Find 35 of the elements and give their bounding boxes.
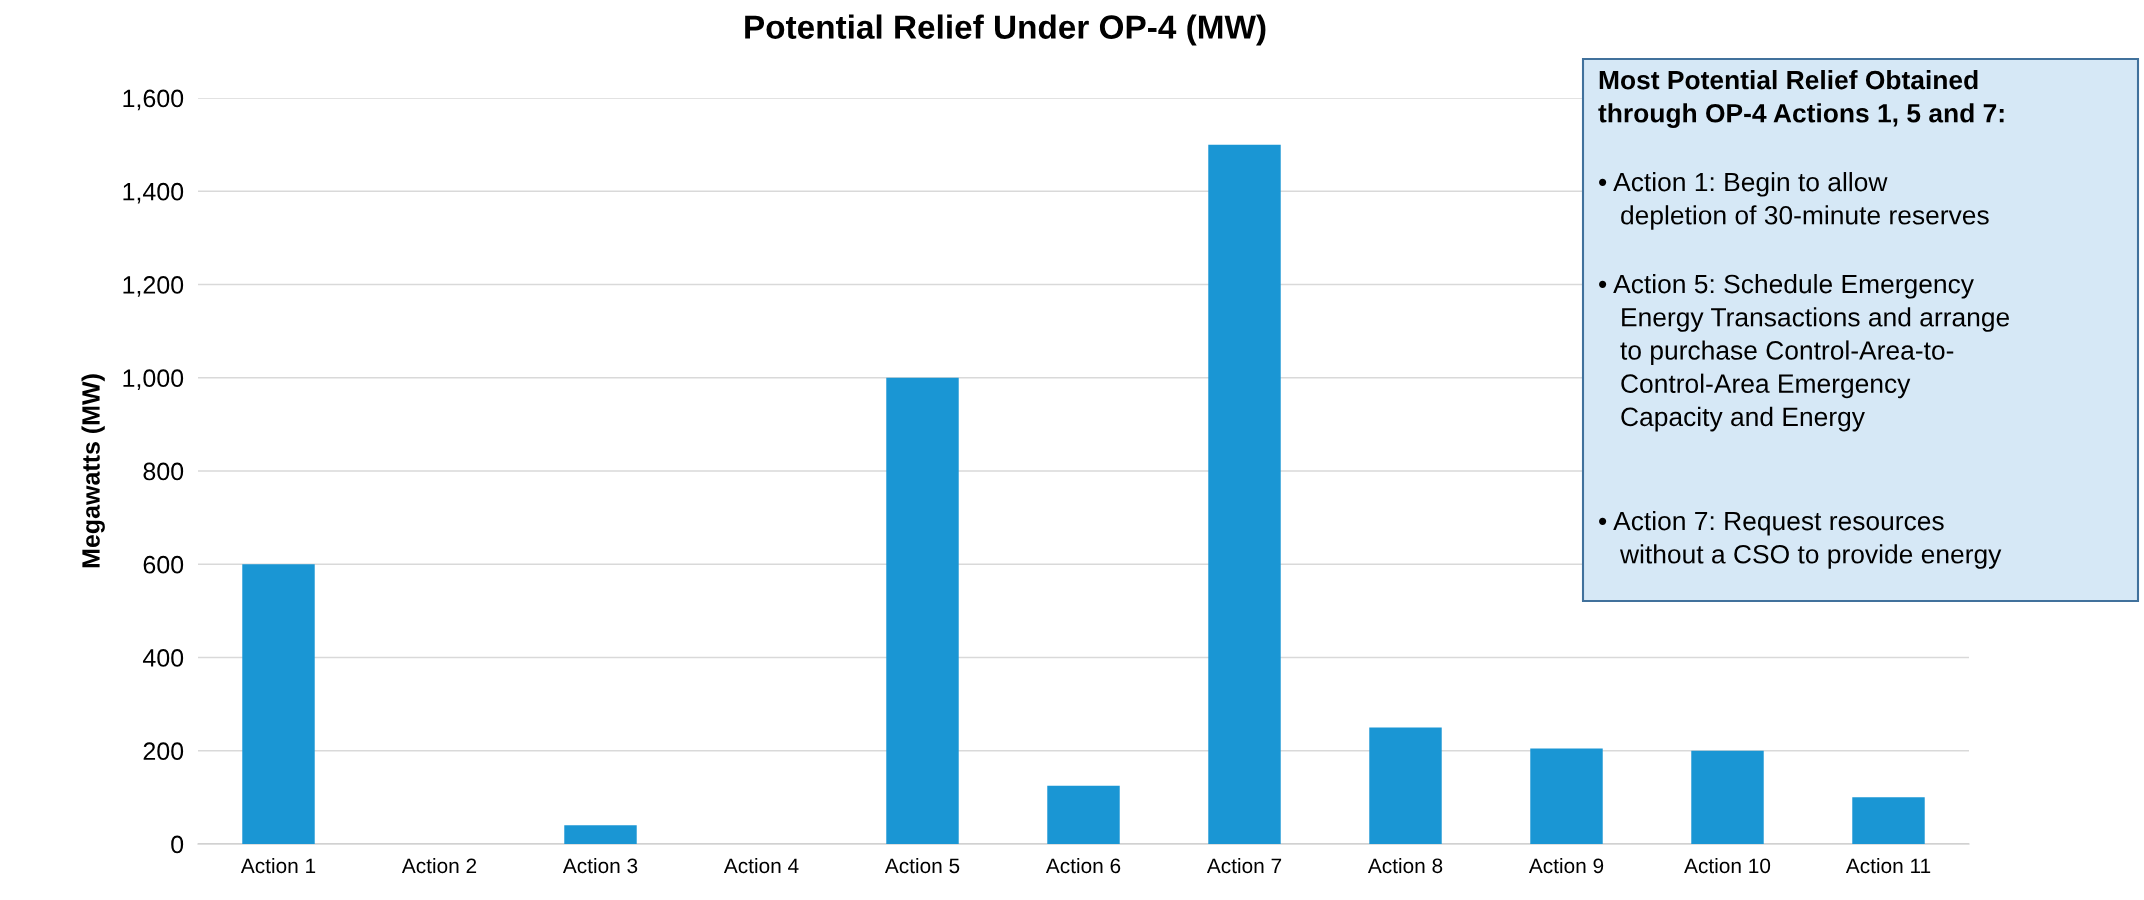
- annotation: • Action 7: Request resources without a CSO to provide energy: [1599, 511, 2002, 569]
- x-tick-label: Action 5: [884, 857, 960, 874]
- x-tick-label: Action 9: [1528, 857, 1604, 874]
- x-tick-label: Action 1: [240, 857, 316, 874]
- y-axis-title: Megawatts (MW): [81, 374, 105, 568]
- x-tick-label: Action 2: [401, 857, 477, 874]
- annotation: Most Potential Relief Obtained through OP-4 Actions 1, 5 and 7:: [1598, 70, 2004, 128]
- bar: [1852, 797, 1925, 844]
- bar: [1530, 748, 1603, 844]
- x-tick-label: Action 8: [1367, 857, 1443, 874]
- y-tick-label: 600: [143, 555, 184, 574]
- y-tick-label: 1,200: [123, 276, 184, 297]
- bar: [1047, 785, 1120, 844]
- y-tick-label: 1,000: [123, 369, 184, 391]
- chart-title: Potential Relief Under OP-4 (MW): [745, 14, 1266, 46]
- x-tick-label: Action 10: [1684, 857, 1771, 874]
- y-tick-label: 800: [143, 462, 184, 481]
- annotation: • Action 5: Schedule Emergency Energy Transactions and arrange to purchase Control-Area-to- Control-Area Emergency Capacity and Energy: [1599, 274, 2010, 432]
- y-tick-label: 200: [143, 742, 184, 761]
- bar: [564, 825, 637, 844]
- x-tick-label: Action 6: [1045, 857, 1121, 874]
- bar: [1691, 750, 1764, 844]
- x-tick-label: Action 4: [723, 857, 799, 874]
- bar: [242, 564, 315, 844]
- bar: [1208, 144, 1281, 844]
- x-tick-label: Action 7: [1206, 857, 1282, 874]
- x-tick-label: Action 11: [1845, 857, 1931, 874]
- annotation: • Action 1: Begin to allow depletion of 30-minute reserves: [1599, 172, 1989, 230]
- y-tick-label: 0: [171, 835, 184, 854]
- x-tick-label: Action 3: [562, 857, 638, 874]
- y-tick-label: 1,600: [123, 89, 184, 111]
- y-tick-label: 400: [142, 649, 184, 667]
- y-tick-label: 1,400: [123, 182, 184, 204]
- bar: [1369, 727, 1442, 844]
- bar: [886, 377, 959, 844]
